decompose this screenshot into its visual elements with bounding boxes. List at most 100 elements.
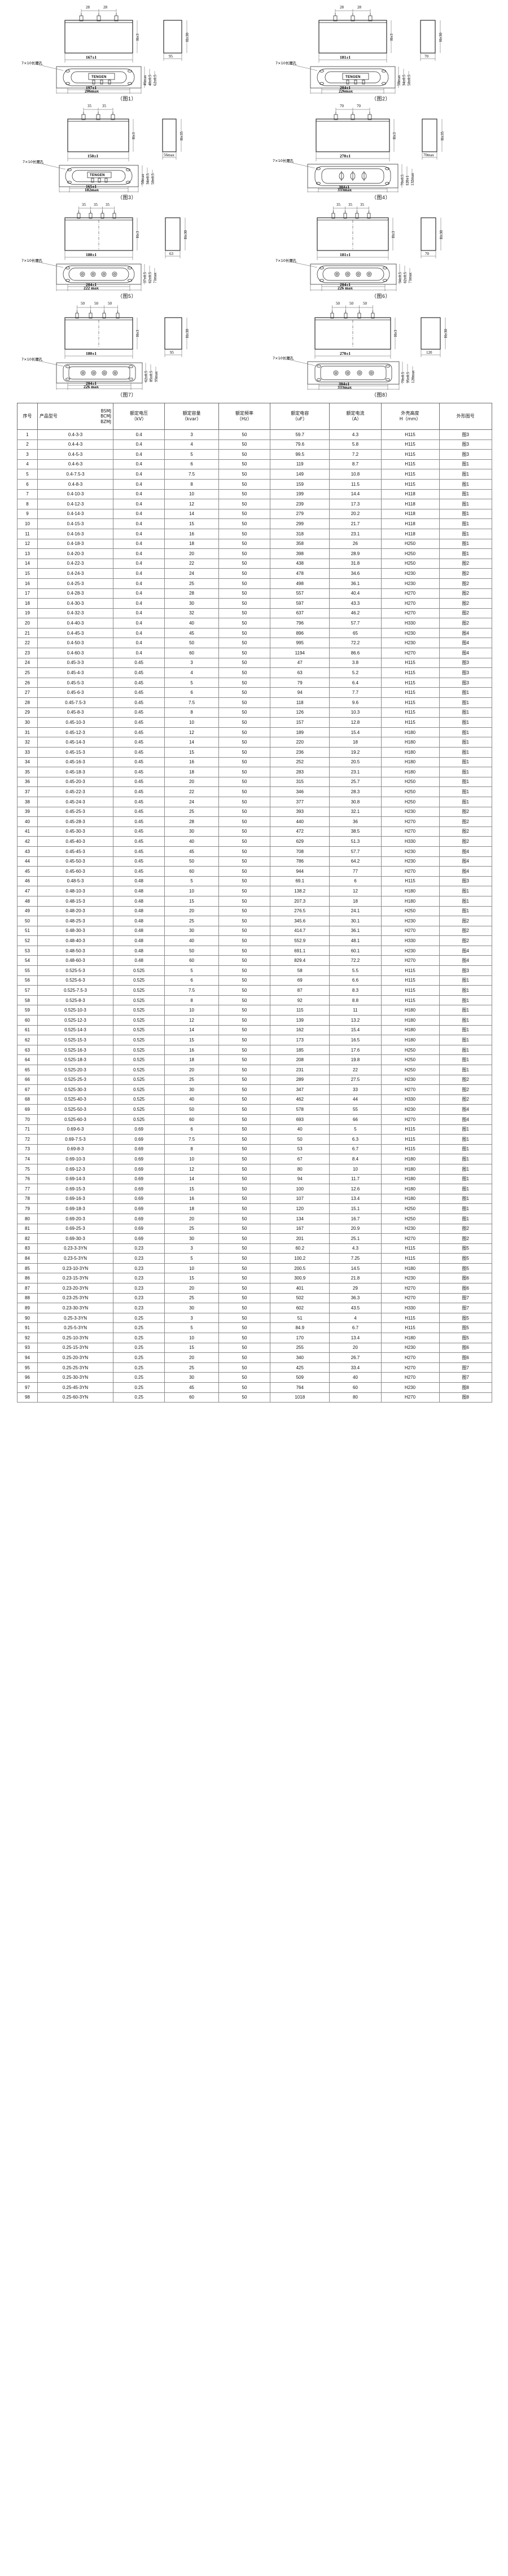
cell-current: 23.1 <box>329 528 382 539</box>
table-row: 79 0.69-18-3 0.69 18 50 120 15.1 H250 图1 <box>17 1203 493 1214</box>
table-row: 2 0.4-4-3 0.4 4 50 79.6 5.8 H115 图3 <box>17 439 493 450</box>
cell-index: 17 <box>17 588 38 599</box>
dim-depth-a: 46max <box>143 74 147 86</box>
cell-height: H250 <box>380 1213 440 1224</box>
table-row: 87 0.23-20-3YN 0.23 20 50 401 29 H270 图6 <box>17 1283 493 1294</box>
cell-capacity: 4 <box>164 439 219 450</box>
figure-block-fig6: 35 35 35 H±3 181±1 70 <box>254 201 508 300</box>
table-row: 5 0.4-7.5-3 0.4 7.5 50 149 10.8 H115 图1 <box>17 469 493 480</box>
cell-frequency: 50 <box>218 856 271 867</box>
cell-voltage: 0.4 <box>113 518 165 529</box>
specification-table: 序号 产品型号 BSMJ BCMJ BZMJ <box>17 403 493 1403</box>
cell-capacitance: 398 <box>270 548 330 559</box>
table-row: 15 0.4-24-3 0.4 24 50 478 34.6 H230 图2 <box>17 568 493 579</box>
dim-inner-width: 304±1 <box>339 381 349 386</box>
cell-height: H118 <box>380 489 440 500</box>
cell-capacitance: 134 <box>270 1213 330 1224</box>
cell-frequency: 50 <box>218 1163 271 1175</box>
dim-outer-width: 226max <box>339 89 353 94</box>
cell-voltage: 0.48 <box>113 905 165 917</box>
cell-capacity: 18 <box>164 1054 219 1065</box>
cell-index: 3 <box>17 449 38 460</box>
cell-figure: 图5 <box>439 1243 493 1254</box>
dim-depth-c: 70±0.5 <box>400 174 405 186</box>
cell-height: H180 <box>380 1035 440 1045</box>
cell-index: 32 <box>17 737 38 748</box>
table-row: 75 0.69-12-3 0.69 12 50 80 10 H180 图1 <box>17 1163 493 1175</box>
cell-capacitance: 84.9 <box>270 1322 330 1334</box>
cell-voltage: 0.23 <box>113 1273 165 1284</box>
cell-capacity: 10 <box>164 1263 219 1274</box>
cell-frequency: 50 <box>218 1184 271 1194</box>
cell-figure: 图1 <box>439 737 493 748</box>
cell-capacity: 16 <box>164 528 219 539</box>
cell-capacitance: 300.9 <box>270 1273 330 1284</box>
cell-figure: 图1 <box>439 459 493 470</box>
cell-voltage: 0.25 <box>113 1333 165 1343</box>
cell-capacitance: 139 <box>270 1015 330 1026</box>
cell-current: 36.1 <box>329 925 382 937</box>
cell-figure: 图4 <box>439 945 493 956</box>
cell-model: 0.45-28-3 <box>37 816 114 827</box>
cell-capacitance: 276.5 <box>270 905 330 917</box>
cell-current: 44 <box>329 1094 382 1105</box>
cell-voltage: 0.525 <box>113 1054 165 1065</box>
table-row: 83 0.23-3-3YN 0.23 3 50 60.2 4.3 H115 图5 <box>17 1243 493 1254</box>
cell-model: 0.45-7.5-3 <box>37 697 114 708</box>
dim-pitch-2: 28 <box>103 5 108 10</box>
figure-block-fig4: 70 70 H±3 270±1 70max H±35 <box>254 102 508 201</box>
cell-model: 0.69-14-3 <box>37 1173 114 1185</box>
cell-current: 3.8 <box>329 657 382 669</box>
cell-capacitance: 208 <box>270 1054 330 1065</box>
cell-height: H115 <box>380 707 440 718</box>
cell-capacitance: 279 <box>270 508 330 520</box>
cell-capacity: 40 <box>164 935 219 946</box>
cell-figure: 图5 <box>439 1263 493 1274</box>
cell-index: 59 <box>17 1005 38 1016</box>
dim-outer-width: 226 max <box>84 384 99 389</box>
figure-block-fig8: 50 50 50 H±3 270±1 120 <box>254 300 508 398</box>
table-row: 3 0.4-5-3 0.4 5 50 99.5 7.2 H115 图3 <box>17 449 493 460</box>
table-row: 7 0.4-10-3 0.4 10 50 199 14.4 H118 图1 <box>17 489 493 500</box>
cell-model: 0.45-4-3 <box>37 667 114 678</box>
cell-capacitance: 40 <box>270 1124 330 1135</box>
cell-index: 52 <box>17 935 38 946</box>
cell-figure: 图1 <box>439 1054 493 1065</box>
cell-capacity: 45 <box>164 1382 219 1393</box>
figure-svg-fig6: 35 35 35 H±3 181±1 70 <box>275 203 444 291</box>
cell-current: 6.7 <box>329 1322 382 1334</box>
cell-model: 0.48-50-3 <box>37 945 114 956</box>
cell-frequency: 50 <box>218 767 271 777</box>
cell-capacity: 8 <box>164 1144 219 1155</box>
cell-model: 0.69-12-3 <box>37 1163 114 1175</box>
table-row: 27 0.45-6-3 0.45 6 50 94 7.7 H115 图1 <box>17 687 493 698</box>
cell-capacitance: 552.9 <box>270 935 330 946</box>
dim-height-front: H±3 <box>393 329 398 337</box>
cell-capacity: 15 <box>164 747 219 758</box>
cell-capacity: 5 <box>164 677 219 688</box>
cell-model: 0.4-7.5-3 <box>37 469 114 480</box>
cell-figure: 图2 <box>439 935 493 946</box>
cell-voltage: 0.4 <box>113 429 165 440</box>
cell-model: 0.45-60-3 <box>37 866 114 877</box>
cell-figure: 图3 <box>439 876 493 887</box>
table-row: 72 0.69-7.5-3 0.69 7.5 50 50 6.3 H115 图1 <box>17 1134 493 1145</box>
dim-side-width: 70max <box>423 153 435 157</box>
cell-current: 8.7 <box>329 459 382 470</box>
cell-index: 45 <box>17 866 38 877</box>
cell-model: 0.525-20-3 <box>37 1065 114 1075</box>
cell-voltage: 0.4 <box>113 618 165 628</box>
cell-model: 0.23-20-3YN <box>37 1283 114 1294</box>
cell-voltage: 0.45 <box>113 757 165 768</box>
cell-voltage: 0.4 <box>113 578 165 589</box>
cell-current: 12.8 <box>329 717 382 728</box>
cell-model: 0.4-40-3 <box>37 618 114 628</box>
cell-frequency: 50 <box>218 618 271 628</box>
cell-frequency: 50 <box>218 1293 271 1304</box>
cell-height: H118 <box>380 528 440 539</box>
cell-index: 34 <box>17 757 38 768</box>
cell-current: 33 <box>329 1084 382 1095</box>
cell-figure: 图3 <box>439 677 493 688</box>
cell-capacity: 30 <box>164 1233 219 1244</box>
cell-figure: 图4 <box>439 866 493 877</box>
